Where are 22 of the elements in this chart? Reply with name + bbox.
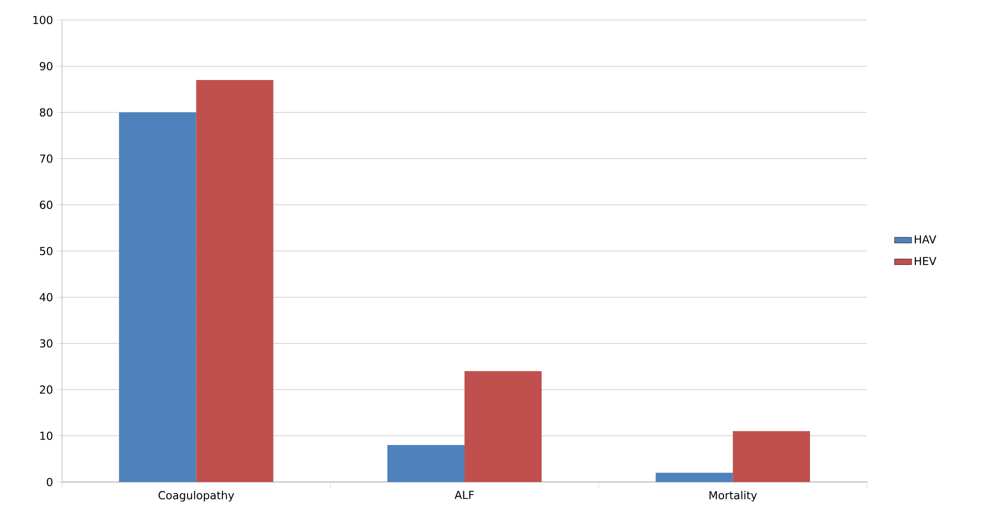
x-tick-label: ALF bbox=[454, 490, 474, 499]
y-tick-label: 50 bbox=[40, 246, 52, 256]
y-tick-label: 40 bbox=[40, 293, 52, 302]
y-tick-label: 10 bbox=[40, 432, 52, 440]
y-tick-label: 20 bbox=[40, 385, 52, 394]
legend-label: HEV bbox=[914, 256, 936, 266]
bar bbox=[196, 80, 274, 482]
bar bbox=[656, 472, 733, 482]
legend-label: HAV bbox=[914, 235, 936, 244]
bar bbox=[732, 431, 810, 482]
y-tick-label: 60 bbox=[40, 200, 52, 209]
bar bbox=[464, 371, 542, 482]
y-tick-label: 80 bbox=[40, 108, 52, 117]
y-tick-label: 100 bbox=[33, 16, 52, 24]
bar bbox=[119, 112, 196, 482]
x-tick-label: Mortality bbox=[710, 490, 757, 502]
y-tick-label: 90 bbox=[40, 62, 52, 70]
y-tick-label: 70 bbox=[40, 154, 52, 163]
y-tick-label: 30 bbox=[40, 339, 52, 348]
y-tick-label: 0 bbox=[46, 478, 52, 486]
bar bbox=[387, 445, 465, 482]
x-tick-label: Coagulopathy bbox=[158, 490, 234, 502]
